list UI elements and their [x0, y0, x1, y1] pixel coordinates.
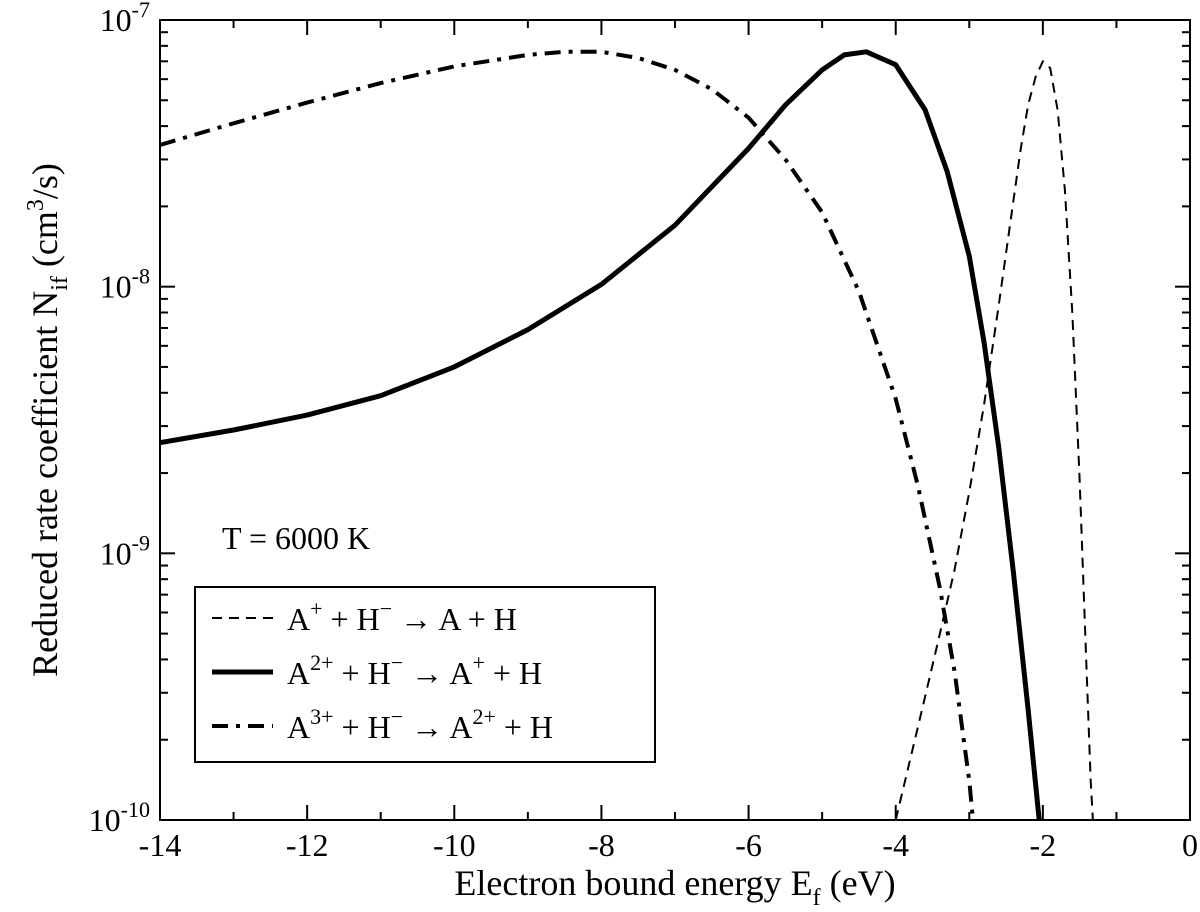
y-tick-label: 10-8	[100, 264, 150, 305]
x-tick-label: -4	[882, 827, 909, 863]
x-tick-label: 0	[1182, 827, 1198, 863]
x-axis-title: Electron bound energy Ef (eV)	[454, 863, 895, 911]
y-tick-label: 10-9	[100, 530, 150, 571]
y-axis-title: Reduced rate coefficient Nif (cm3/s)	[23, 163, 73, 677]
x-tick-label: -10	[433, 827, 476, 863]
series-line-3	[160, 49, 975, 820]
annotation-temperature: T = 6000 K	[222, 520, 370, 556]
y-tick-label: 10-10	[89, 797, 150, 838]
x-tick-label: -2	[1030, 827, 1057, 863]
x-tick-label: -6	[735, 827, 762, 863]
legend-label-2: A2+ + H− → A+ + H	[287, 650, 542, 691]
label-layer: -14 -12 -10 -8 -6 -4 -2 0 10-10 10-9 10-8 10-7	[89, 0, 1198, 863]
x-tick-label: -8	[588, 827, 615, 863]
y-tick-label: 10-7	[100, 0, 150, 38]
svg-text:Electron bound energy Ef (eV): Electron bound energy Ef (eV)	[454, 863, 895, 911]
series-line-1	[894, 60, 1094, 820]
series-line-2	[160, 49, 1042, 820]
x-tick-label: -14	[139, 827, 182, 863]
tick-layer	[159, 19, 1191, 821]
legend-label-1: A+ + H− → A + H	[287, 596, 517, 637]
legend: A+ + H− → A + H A2+ + H− → A+ + H A3+ + H−…	[194, 586, 656, 763]
svg-text:Reduced rate coefficient Nif (: Reduced rate coefficient Nif (cm3/s)	[23, 163, 73, 677]
series-layer	[160, 49, 1094, 820]
x-tick-label: -12	[286, 827, 329, 863]
legend-label-3: A3+ + H− → A2+ + H	[287, 704, 553, 745]
